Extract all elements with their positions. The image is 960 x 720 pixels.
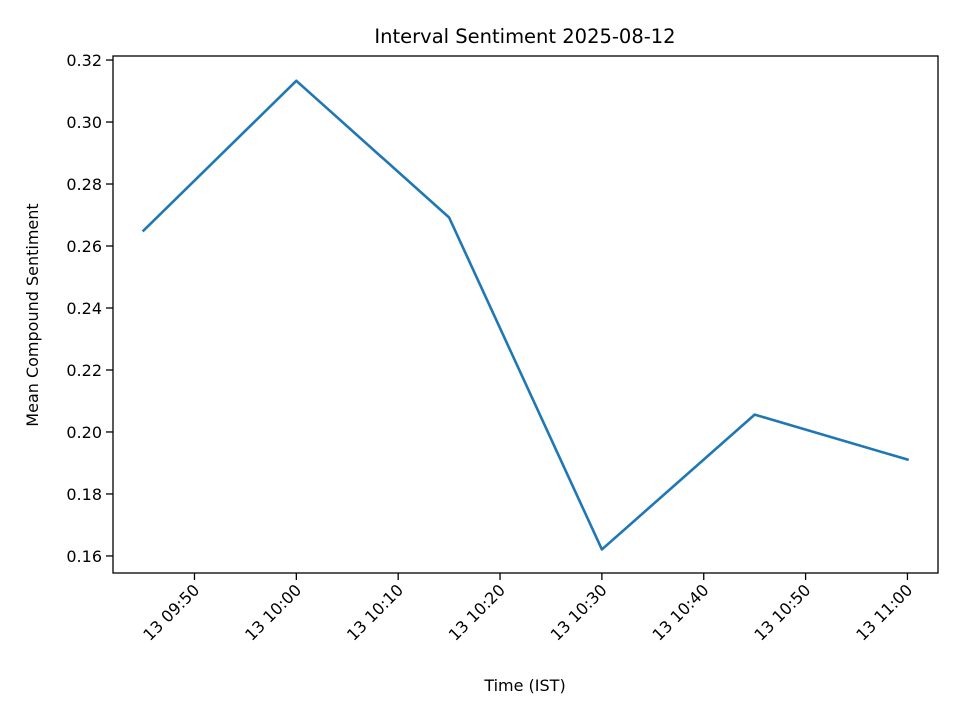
- y-tick-label: 0.32: [66, 51, 102, 70]
- plot-frame: [112, 55, 939, 574]
- series-line: [141, 79, 910, 551]
- chart-title: Interval Sentiment 2025-08-12: [374, 25, 675, 48]
- y-tick-label: 0.26: [66, 237, 102, 256]
- y-tick-label: 0.20: [66, 423, 102, 442]
- y-tick-label: 0.18: [66, 485, 102, 504]
- y-tick-label: 0.28: [66, 175, 102, 194]
- y-axis-label: Mean Compound Sentiment: [23, 203, 42, 426]
- x-axis-label: Time (IST): [483, 676, 565, 695]
- y-tick-label: 0.22: [66, 361, 102, 380]
- y-tick-label: 0.30: [66, 113, 102, 132]
- y-tick-label: 0.16: [66, 547, 102, 566]
- y-tick-label: 0.24: [66, 299, 102, 318]
